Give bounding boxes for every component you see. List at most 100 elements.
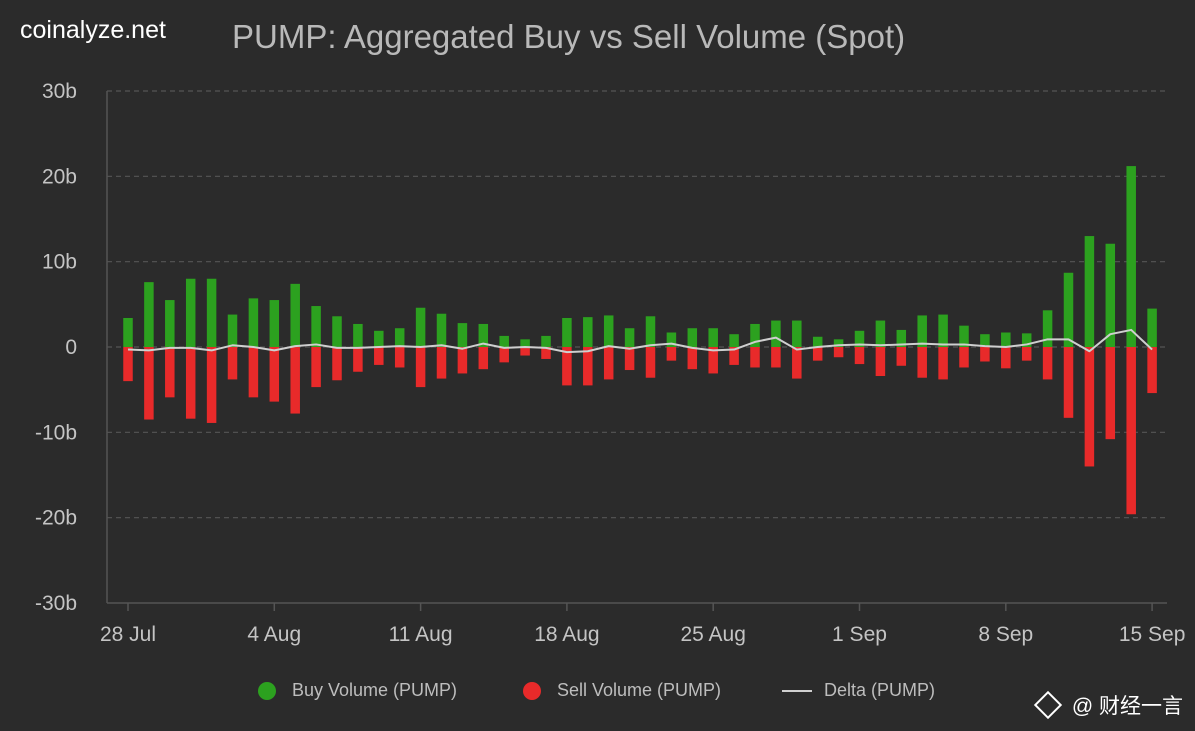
delta-layer xyxy=(127,328,1153,354)
sell-bar xyxy=(792,347,802,379)
x-tick-label: 8 Sep xyxy=(978,623,1033,646)
sell-bar xyxy=(959,347,969,368)
sell-bar xyxy=(583,347,593,386)
sell-bar xyxy=(854,347,865,365)
sell-bar xyxy=(165,347,175,398)
sell-bar xyxy=(478,347,489,370)
sell-bar xyxy=(645,347,656,378)
sell-bar xyxy=(332,347,342,381)
buy-bar xyxy=(374,330,384,347)
buy-bar xyxy=(1147,308,1157,347)
grid-layer xyxy=(107,90,1167,519)
buy-bar xyxy=(833,339,844,347)
sell-bar xyxy=(603,347,614,380)
sell-bar xyxy=(541,347,551,359)
buy-bar xyxy=(750,323,760,347)
buy-bar xyxy=(1021,333,1032,347)
sell-bar xyxy=(290,347,300,414)
sell-bar xyxy=(624,347,635,371)
legend-item-delta[interactable]: Delta (PUMP) xyxy=(782,680,935,701)
buy-bar xyxy=(1042,310,1053,347)
sell-bar xyxy=(353,347,363,372)
sell-bar xyxy=(520,347,530,356)
y-tick-label: -10b xyxy=(35,421,77,444)
buy-bar xyxy=(938,314,948,347)
buy-bar xyxy=(1105,243,1116,347)
buy-bar xyxy=(980,334,990,347)
buy-bar xyxy=(959,325,969,347)
sell-bar xyxy=(666,347,677,361)
legend: Buy Volume (PUMP) Sell Volume (PUMP) Del… xyxy=(0,680,1195,708)
sell-bar xyxy=(1042,347,1053,380)
sell-bar xyxy=(311,347,321,388)
sell-bar xyxy=(687,347,698,370)
sell-bar xyxy=(1063,347,1074,418)
buy-bar xyxy=(917,315,927,347)
y-tick-label: -30b xyxy=(35,592,77,615)
sell-bar xyxy=(938,347,948,380)
sell-bar xyxy=(875,347,886,377)
sell-bar xyxy=(708,347,718,374)
x-tick-label: 4 Aug xyxy=(247,623,301,646)
sell-bar xyxy=(896,347,907,366)
buy-bar xyxy=(792,320,802,347)
sell-bar xyxy=(1001,347,1011,369)
sell-bar xyxy=(729,347,739,365)
buy-bar xyxy=(290,283,300,347)
axes-layer: 30b 20b 10b 0 -10b -20b -30b 28 Jul 4 Aug 11 Aug 1… xyxy=(35,80,1185,646)
y-tick-label: 20b xyxy=(42,165,77,188)
buy-swatch-icon xyxy=(258,681,276,700)
watermark: @ 财经一言 xyxy=(1033,690,1183,720)
legend-label-sell: Sell Volume (PUMP) xyxy=(557,680,722,700)
buy-bar xyxy=(206,278,217,347)
sell-bar xyxy=(1126,347,1136,515)
sell-bar xyxy=(248,347,259,398)
sell-bar xyxy=(374,347,384,365)
legend-item-buy[interactable]: Buy Volume (PUMP) xyxy=(258,680,457,701)
y-tick-label: -20b xyxy=(35,507,77,530)
buy-bar xyxy=(457,323,468,347)
buy-bar xyxy=(562,317,572,347)
buy-bar xyxy=(1084,236,1095,347)
sell-bar xyxy=(457,347,468,374)
sell-bar xyxy=(269,347,280,402)
watermark-text: @ 财经一言 xyxy=(1071,695,1183,718)
sell-bar xyxy=(436,347,447,379)
delta-swatch-icon xyxy=(782,689,812,692)
buy-bar xyxy=(123,317,133,347)
buy-bar xyxy=(729,334,739,347)
buy-bar xyxy=(875,320,886,347)
sell-bar xyxy=(833,347,844,358)
buy-bar xyxy=(666,332,677,347)
buy-bar xyxy=(165,300,175,347)
sell-bar xyxy=(771,347,781,368)
y-tick-label: 0 xyxy=(65,336,77,359)
sell-bar xyxy=(499,347,509,363)
buy-bar xyxy=(687,328,698,347)
buy-bar xyxy=(311,306,321,347)
diamond-logo-icon xyxy=(1033,690,1062,720)
x-tick-label: 18 Aug xyxy=(534,623,599,646)
buy-bar xyxy=(144,282,154,347)
buy-bar xyxy=(499,335,509,347)
buy-bar xyxy=(771,320,781,347)
x-tick-label: 1 Sep xyxy=(832,623,887,646)
bars-layer xyxy=(123,166,1157,515)
sell-bar xyxy=(1147,347,1157,394)
legend-item-sell[interactable]: Sell Volume (PUMP) xyxy=(523,680,721,701)
buy-bar xyxy=(436,313,447,347)
buy-bar xyxy=(1063,272,1074,347)
buy-bar xyxy=(227,314,238,347)
sell-bar xyxy=(227,347,238,380)
sell-bar xyxy=(144,347,154,420)
buy-bar xyxy=(854,330,865,347)
legend-label-delta: Delta (PUMP) xyxy=(824,680,936,700)
buy-bar xyxy=(185,278,196,347)
buy-bar xyxy=(520,339,530,347)
x-tick-label: 15 Sep xyxy=(1119,623,1186,646)
chart-title: PUMP: Aggregated Buy vs Sell Volume (Spo… xyxy=(232,18,906,55)
sell-bar xyxy=(812,347,823,361)
sell-bar xyxy=(185,347,196,419)
sell-bar xyxy=(123,347,133,382)
brand-logo-text[interactable]: coinalyze.net xyxy=(20,16,166,44)
